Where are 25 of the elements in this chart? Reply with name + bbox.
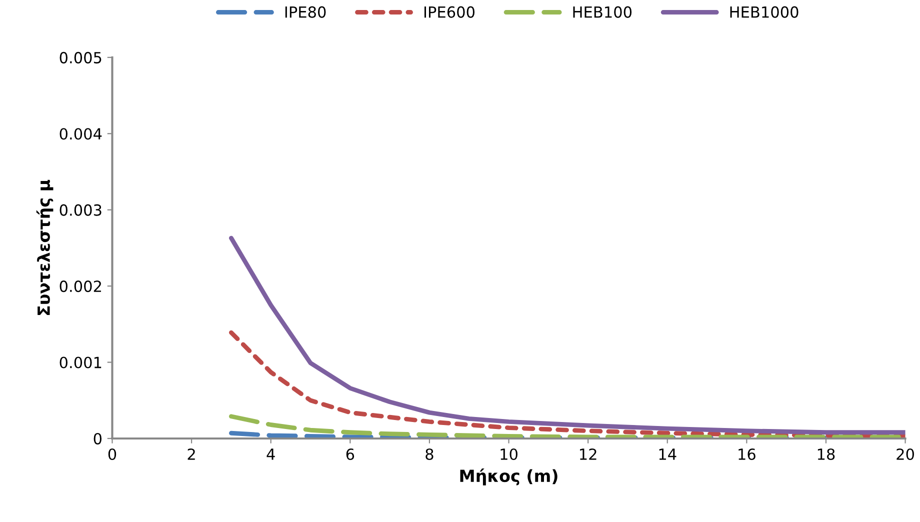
x-tick-label: 6 — [346, 448, 354, 460]
x-axis-title: Μήκος (m) — [460, 468, 558, 486]
y-tick-label: 0 — [94, 432, 102, 444]
x-tick-label: 12 — [580, 448, 596, 460]
y-tick-label: 0.002 — [60, 280, 101, 292]
line-series — [228, 236, 906, 435]
y-axis-title: Συντελεστής μ — [36, 180, 54, 315]
legend-label: HEB1000 — [730, 6, 798, 18]
y-tick-label: 0.005 — [60, 52, 102, 64]
x-tick-label: 18 — [818, 448, 835, 460]
x-tick-label: 2 — [188, 448, 195, 460]
y-tick-label: 0.004 — [60, 128, 102, 140]
y-tick-label: 0.001 — [60, 356, 102, 368]
x-tick-label: 16 — [738, 448, 756, 460]
legend-label: HEB100 — [573, 6, 632, 18]
legend-label: IPE600 — [424, 6, 474, 18]
x-tick-label: 14 — [659, 448, 676, 460]
y-tick-label: 0.003 — [60, 204, 102, 216]
line-series — [228, 330, 906, 438]
x-tick-label: 4 — [266, 448, 275, 460]
x-tick-label: 8 — [426, 448, 434, 460]
x-tick-label: 0 — [108, 448, 116, 460]
x-tick-label: 20 — [896, 448, 914, 460]
legend-label: IPE80 — [285, 6, 326, 18]
x-tick-label: 10 — [500, 448, 518, 460]
